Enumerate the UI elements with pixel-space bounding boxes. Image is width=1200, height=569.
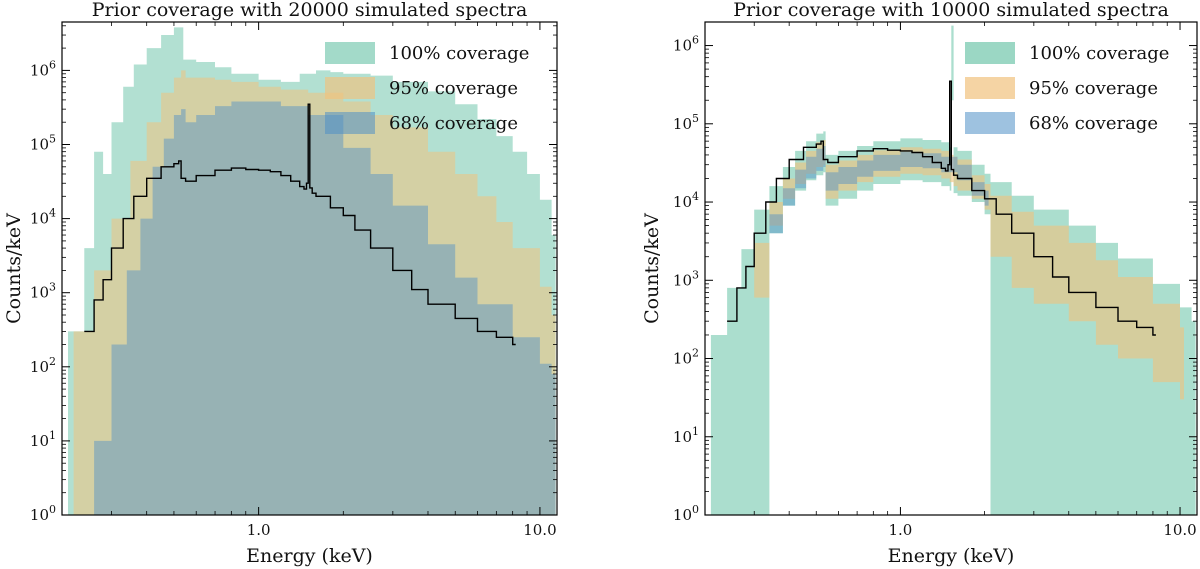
observed-spectrum [84, 103, 516, 346]
coverage-band-3 [769, 146, 989, 234]
coverage-bands [710, 25, 1196, 515]
legend-label-3: 68% coverage [1029, 113, 1158, 134]
legend-label-1: 100% coverage [1029, 43, 1169, 64]
y-axis-label: Counts/keV [3, 213, 25, 324]
x-tick-label: 1.0 [889, 521, 913, 539]
legend-label-2: 95% coverage [389, 78, 518, 99]
legend-swatch-2 [325, 77, 375, 99]
chart-panel-left: 1.0 10.0 100 101 102 103 104 105 106 Prior cover… [3, 0, 558, 567]
y-tick-label: 102 [673, 347, 699, 368]
y-tick-label: 103 [673, 268, 699, 289]
coverage-band-1 [710, 25, 1196, 515]
y-axis-label: Counts/keV [641, 213, 663, 324]
y-tick-label: 100 [30, 503, 56, 524]
axes-frame [61, 21, 558, 516]
legend-swatch-2 [965, 77, 1015, 99]
legend-label-2: 95% coverage [1029, 78, 1158, 99]
y-tick-label: 101 [673, 425, 699, 446]
y-tick-label: 105 [30, 133, 56, 154]
y-tick-label: 101 [30, 429, 56, 450]
x-tick-label: 10.0 [523, 521, 556, 539]
axis-ticks: 1.0 10.0 100 101 102 103 104 105 106 [30, 22, 557, 539]
x-tick-label: 1.0 [247, 521, 271, 539]
y-tick-label: 106 [673, 34, 699, 55]
legend-swatch-1 [325, 42, 375, 64]
chart-title: Prior coverage with 20000 simulated spec… [92, 0, 528, 21]
legend-swatch-3 [965, 112, 1015, 134]
observed-spectrum-line [84, 103, 516, 346]
legend: 100% coverage 95% coverage 68% coverage [965, 42, 1169, 134]
axes-frame [704, 21, 1198, 516]
axis-ticks: 1.0 10.0 100 101 102 103 104 105 106 [673, 22, 1197, 539]
y-tick-label: 100 [673, 503, 699, 524]
legend-label-1: 100% coverage [389, 43, 529, 64]
x-axis-label: Energy (keV) [888, 545, 1015, 567]
legend: 100% coverage 95% coverage 68% coverage [325, 42, 529, 134]
legend-swatch-1 [965, 42, 1015, 64]
y-tick-label: 104 [30, 207, 56, 228]
y-tick-label: 104 [673, 190, 699, 211]
x-tick-label: 10.0 [1163, 521, 1196, 539]
chart-title: Prior coverage with 10000 simulated spec… [733, 0, 1169, 21]
x-axis-label: Energy (keV) [246, 545, 373, 567]
legend-label-3: 68% coverage [389, 113, 518, 134]
y-tick-label: 102 [30, 355, 56, 376]
observed-spectrum-line [727, 80, 1156, 336]
legend-swatch-3 [325, 112, 375, 134]
coverage-band-2 [754, 140, 1184, 400]
observed-spectrum [727, 80, 1156, 336]
coverage-band-3 [94, 101, 556, 515]
y-tick-label: 106 [30, 58, 56, 79]
chart-panel-right: 1.0 10.0 100 101 102 103 104 105 106 Prior cover… [641, 0, 1198, 567]
y-tick-label: 103 [30, 281, 56, 302]
y-tick-label: 105 [673, 112, 699, 133]
